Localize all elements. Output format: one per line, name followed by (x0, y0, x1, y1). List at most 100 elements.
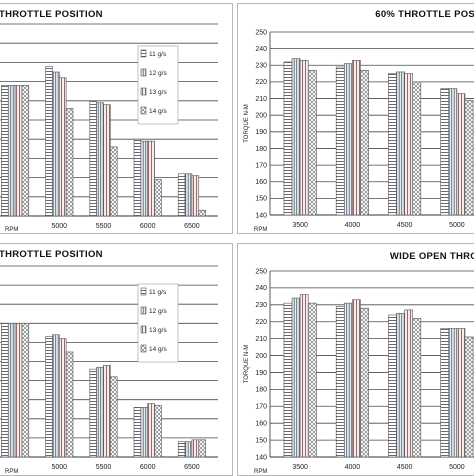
y-tick-label: 160 (255, 179, 267, 186)
bar-13gs-4500 (404, 73, 414, 216)
legend-swatch (140, 306, 147, 315)
bar-14gs-first (21, 323, 30, 458)
bar-12gs-5000 (52, 71, 60, 217)
bar-12gs-3500 (291, 297, 301, 458)
x-tick-label: 6500 (184, 223, 200, 230)
legend-entry: 11 g/s (149, 289, 167, 296)
legend-entry: 13 g/s (149, 89, 167, 96)
bar-13gs-6500 (191, 175, 200, 217)
bar-14gs-4500 (412, 318, 422, 458)
bar-12gs-6000 (140, 140, 148, 217)
y-tick-label: 250 (255, 268, 267, 275)
bar-14gs-6500 (198, 209, 206, 217)
y-tick-label: 140 (255, 454, 267, 461)
bar-13gs-5000 (58, 338, 67, 458)
chart-title: THROTTLE POSITION (0, 249, 103, 260)
y-tick-label: 180 (255, 387, 267, 394)
y-tick-label: 240 (255, 46, 267, 53)
bar-11gs-6500 (177, 173, 186, 217)
bar-12gs-5500 (96, 102, 104, 217)
bar-11gs-6000 (133, 138, 142, 217)
x-tick-label: 5000 (449, 464, 465, 471)
chart-svg: THROTTLE POSITION 5000 5500 6000 6500 RPM 11 g… (0, 9, 218, 233)
bar-13gs-first (14, 85, 23, 217)
y-tick-label: 240 (255, 285, 267, 292)
chart-panel-bottom-right: WIDE OPEN THRO 140 150 160 170 180 190 200 210 22… (237, 243, 474, 476)
chart-title: THROTTLE POSITION (0, 9, 103, 20)
bar-14gs-6500 (198, 439, 206, 458)
bar-13gs-4000 (352, 299, 361, 458)
y-tick-label: 220 (255, 79, 267, 86)
bar-13gs-3500 (299, 59, 309, 216)
bar-13gs-4000 (352, 59, 361, 216)
bar-11gs-5000 (440, 88, 450, 216)
bar-14gs-5000 (464, 99, 474, 216)
bar-14gs-5000 (65, 108, 74, 217)
y-tick-label: 160 (255, 420, 267, 427)
legend-entry: 14 g/s (149, 108, 167, 115)
y-tick-label: 170 (255, 404, 267, 411)
y-tick-label: 190 (255, 129, 267, 136)
bar-14gs-4000 (360, 307, 369, 458)
y-tick-label: 210 (255, 336, 267, 343)
bar-13gs-6500 (191, 439, 200, 458)
bar-14gs-4500 (412, 81, 422, 216)
bar-14gs-3500 (307, 69, 317, 216)
bar-13gs-5500 (103, 365, 111, 458)
chart-svg: 60% THROTTLE POSI 140 150 160 170 180 190 200 21… (244, 9, 474, 233)
legend-entry: 11 g/s (149, 51, 167, 58)
x-tick-label: 5000 (52, 464, 68, 471)
bar-12gs-first (7, 323, 16, 458)
bar-12gs-6500 (184, 441, 193, 458)
y-tick-label: 200 (255, 112, 267, 119)
chart-panel-top-left: THROTTLE POSITION 5000 5500 6000 6500 RPM 11 g… (0, 3, 233, 234)
legend-swatch (140, 106, 147, 115)
x-tick-label: 6500 (184, 464, 200, 471)
x-axis-label: RPM (254, 227, 267, 233)
legend-entry: 13 g/s (149, 327, 167, 334)
legend-swatch (140, 68, 147, 77)
bar-12gs-5000 (448, 328, 458, 458)
y-tick-label: 190 (255, 370, 267, 377)
bar-14gs-6000 (154, 179, 162, 217)
y-tick-label: 200 (255, 353, 267, 360)
bar-12gs-4500 (396, 71, 405, 216)
legend: 11 g/s 12 g/s 13 g/s 14 g/s (137, 283, 179, 363)
y-tick-label: 150 (255, 437, 267, 444)
chart-svg: THROTTLE POSITION 5000 5500 6000 6500 RPM 11 g… (0, 249, 218, 475)
bar-11gs-6500 (177, 441, 186, 458)
bar-11gs-6000 (133, 407, 142, 458)
bar-13gs-4500 (404, 309, 414, 458)
bar-12gs-4000 (343, 302, 353, 458)
bar-12gs-5000 (448, 88, 458, 216)
bar-11gs-4000 (335, 66, 345, 216)
bar-11gs-3500 (283, 61, 293, 216)
bar-14gs-5000 (65, 351, 74, 458)
bar-14gs-first (21, 85, 30, 217)
bar-11gs-5500 (89, 368, 97, 458)
y-tick-label: 250 (255, 29, 267, 36)
y-tick-label: 230 (255, 63, 267, 70)
x-axis-label: RPM (5, 227, 18, 233)
x-tick-label: 4000 (345, 464, 361, 471)
legend: 11 g/s 12 g/s 13 g/s 14 g/s (137, 45, 179, 125)
bar-14gs-5000 (464, 336, 474, 458)
bar-11gs-4500 (388, 314, 397, 458)
bar-11gs-first (1, 85, 9, 217)
bar-12gs-5500 (96, 366, 104, 458)
bar-12gs-6500 (184, 173, 193, 217)
bar-13gs-6000 (147, 140, 155, 217)
y-tick-label: 210 (255, 96, 267, 103)
bar-13gs-5000 (58, 77, 67, 217)
legend-entry: 12 g/s (149, 70, 167, 77)
legend-swatch (140, 87, 147, 96)
bar-14gs-5500 (110, 376, 118, 458)
y-tick-label: 140 (255, 212, 267, 219)
bar-11gs-3500 (283, 302, 293, 458)
bar-13gs-6000 (147, 403, 155, 458)
y-tick-label: 230 (255, 302, 267, 309)
bar-14gs-3500 (307, 302, 317, 458)
chart-title: WIDE OPEN THRO (390, 251, 474, 262)
y-tick-label: 180 (255, 146, 267, 153)
bar-14gs-5500 (110, 146, 118, 217)
